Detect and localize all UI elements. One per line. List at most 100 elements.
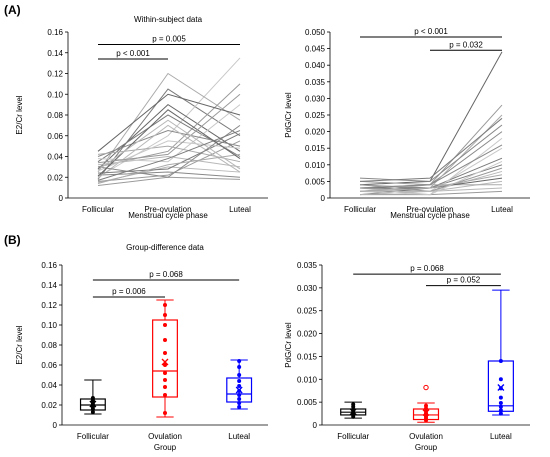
- data-point: [163, 378, 167, 382]
- data-point: [237, 373, 242, 377]
- y-tick-label: 0.04: [41, 381, 57, 390]
- subject-line: [359, 104, 503, 186]
- data-point: [498, 401, 503, 406]
- subject-line: [97, 155, 241, 168]
- chart-pdg-group-difference: 0 0.005 0.010 0.015 0.020 0.025 0.030 0.035 Foll…: [284, 261, 530, 452]
- y-tick-label: 0.12: [47, 70, 63, 79]
- x-axis-label: Group: [154, 443, 177, 452]
- data-point: [163, 303, 167, 307]
- y-tick-label: 0.020: [305, 128, 326, 137]
- panel-label-b: (B): [4, 233, 21, 247]
- y-tick-label: 0: [59, 194, 64, 203]
- mean-marker: [89, 400, 97, 408]
- significance-label: p < 0.001: [116, 49, 150, 58]
- data-point: [163, 371, 167, 375]
- subject-line: [97, 130, 241, 181]
- x-tick-label: Pre-ovulation: [406, 205, 453, 214]
- y-tick-label: 0.10: [41, 321, 57, 330]
- mean-marker: [349, 408, 357, 416]
- subject-line: [97, 176, 241, 187]
- subject-line: [359, 174, 503, 192]
- y-tick-label: 0.030: [297, 284, 318, 293]
- data-point: [237, 379, 242, 383]
- data-point: [237, 359, 242, 363]
- subject-line: [97, 57, 241, 178]
- significance-label: p = 0.005: [152, 34, 186, 43]
- y-axis-label: PdG/Cr level: [284, 92, 293, 138]
- y-axis-label: E2/Cr level: [15, 325, 24, 364]
- x-tick-label: Follicular: [337, 432, 369, 441]
- x-tick-label: Pre-ovulation: [144, 205, 191, 214]
- data-point: [163, 385, 167, 389]
- x-tick-label: Luteal: [229, 205, 251, 214]
- subject-line: [97, 93, 241, 152]
- significance-label: p < 0.001: [414, 27, 448, 36]
- subject-line: [359, 124, 503, 182]
- subject-line: [359, 117, 503, 182]
- data-point: [237, 365, 242, 369]
- subject-line: [97, 93, 241, 164]
- significance-label: p = 0.068: [149, 270, 183, 279]
- subject-line: [97, 153, 241, 184]
- subject-line: [97, 119, 241, 171]
- y-tick-label: 0.08: [41, 341, 57, 350]
- data-point: [163, 338, 167, 342]
- data-point: [90, 396, 95, 400]
- chart-pdg-within-subject: 0 0.005 0.010 0.015 0.020 0.025 0.030 0.035 0.04…: [284, 27, 530, 220]
- data-point: [351, 402, 356, 407]
- outlier-point: [423, 384, 429, 391]
- y-tick-label: 0.04: [47, 153, 63, 162]
- data-point: [498, 408, 503, 413]
- subject-line: [97, 140, 241, 172]
- data-point: [237, 401, 242, 405]
- subject-line: [97, 88, 241, 180]
- data-point: [163, 393, 167, 397]
- y-tick-label: 0.16: [41, 261, 57, 270]
- x-tick-label: Follicular: [82, 205, 114, 214]
- panel-label-a: (A): [4, 3, 21, 17]
- y-tick-label: 0.12: [41, 301, 57, 310]
- x-tick-label: Follicular: [344, 205, 376, 214]
- data-point: [163, 351, 167, 355]
- mean-marker: [422, 409, 430, 417]
- y-tick-label: 0.16: [47, 28, 63, 37]
- y-tick-label: 0.10: [47, 90, 63, 99]
- x-tick-label: Luteal: [490, 432, 512, 441]
- y-tick-label: 0.035: [297, 261, 318, 270]
- y-tick-label: 0.005: [305, 177, 326, 186]
- significance-label: p = 0.006: [112, 287, 146, 296]
- data-point: [90, 405, 95, 409]
- mean-marker: [497, 384, 505, 392]
- data-point: [163, 363, 167, 367]
- data-point: [90, 410, 95, 414]
- chart-title: Within-subject data: [134, 15, 203, 24]
- data-point: [163, 323, 167, 327]
- data-point: [498, 411, 503, 416]
- subject-line: [359, 144, 503, 189]
- x-axis-label: Menstrual cycle phase: [390, 211, 470, 220]
- x-axis-label: Menstrual cycle phase: [128, 211, 208, 220]
- data-point: [498, 377, 503, 382]
- x-tick-label: Ovulation: [409, 432, 443, 441]
- mean-marker: [161, 358, 169, 366]
- data-point: [424, 406, 428, 411]
- subject-line: [359, 187, 503, 196]
- y-tick-label: 0.02: [41, 401, 57, 410]
- y-tick-label: 0.06: [41, 361, 57, 370]
- y-axis-label: E2/Cr level: [15, 95, 24, 134]
- y-tick-label: 0.06: [47, 132, 63, 141]
- y-tick-label: 0.030: [305, 94, 326, 103]
- x-tick-label: Follicular: [77, 432, 109, 441]
- y-tick-label: 0.005: [297, 398, 318, 407]
- y-tick-label: 0.14: [47, 49, 63, 58]
- subject-line: [359, 51, 503, 186]
- y-tick-label: 0.010: [305, 161, 326, 170]
- y-tick-label: 0.015: [297, 352, 318, 361]
- x-tick-label: Luteal: [491, 205, 513, 214]
- data-point: [424, 403, 428, 408]
- subject-line: [97, 72, 241, 173]
- y-tick-label: 0.035: [305, 78, 326, 87]
- data-point: [237, 393, 242, 397]
- significance-label: p = 0.032: [449, 40, 483, 49]
